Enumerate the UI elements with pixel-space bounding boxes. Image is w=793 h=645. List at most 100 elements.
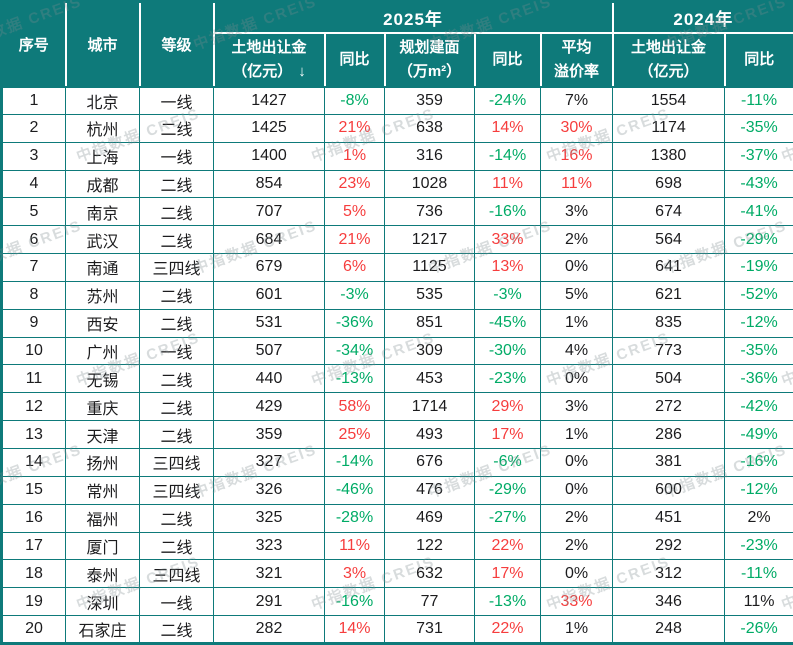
cell-fee-2025-yoy: 3% bbox=[324, 559, 385, 589]
cell-fee-2025-yoy: 14% bbox=[324, 615, 385, 644]
table-row: 13 天津 二线 359 25% 493 17% 1% 286 -49% bbox=[1, 420, 793, 449]
cell-area-2025-yoy: 11% bbox=[474, 169, 541, 199]
cell-tier: 一线 bbox=[139, 336, 214, 366]
cell-no: 1 bbox=[1, 86, 66, 115]
cell-fee-2024-yoy: -36% bbox=[724, 364, 793, 394]
header-no: 序号 bbox=[1, 1, 67, 88]
cell-tier: 二线 bbox=[139, 308, 214, 338]
cell-tier: 二线 bbox=[139, 113, 214, 143]
cell-no: 13 bbox=[1, 420, 66, 449]
cell-fee-2024-yoy: 2% bbox=[724, 503, 793, 533]
header-city: 城市 bbox=[65, 1, 141, 88]
cell-premium-rate: 3% bbox=[539, 392, 614, 422]
cell-no: 8 bbox=[1, 280, 66, 310]
cell-city: 扬州 bbox=[65, 447, 140, 477]
table-row: 2 杭州 二线 1425 21% 638 14% 30% 1174 -35% bbox=[1, 113, 793, 143]
cell-area-2025-yoy: -45% bbox=[474, 308, 541, 338]
cell-fee-2024: 621 bbox=[612, 280, 726, 310]
cell-area-2025: 359 bbox=[384, 86, 475, 115]
header-area-line2: （万m²） bbox=[397, 62, 462, 80]
header-group-2024: 2024年 bbox=[612, 1, 793, 34]
header-fee-2024-line2: （亿元） bbox=[638, 62, 699, 80]
cell-no: 11 bbox=[1, 364, 66, 394]
cell-fee-2024: 1174 bbox=[612, 113, 726, 143]
cell-fee-2025-yoy: 21% bbox=[324, 113, 385, 143]
cell-city: 广州 bbox=[65, 336, 140, 366]
header-fee-2025-line2: （亿元） bbox=[232, 62, 293, 80]
header-area-2025: 规划建面 （万m²） bbox=[384, 32, 476, 88]
cell-no: 14 bbox=[1, 447, 66, 477]
header-premium-line2: 溢价率 bbox=[554, 62, 600, 80]
cell-area-2025: 731 bbox=[384, 615, 475, 644]
cell-premium-rate: 5% bbox=[539, 280, 614, 310]
cell-fee-2024: 674 bbox=[612, 197, 726, 227]
cell-no: 18 bbox=[1, 559, 66, 589]
cell-no: 19 bbox=[1, 587, 66, 617]
cell-fee-2025: 321 bbox=[213, 559, 325, 589]
cell-fee-2024: 600 bbox=[612, 475, 726, 505]
table-row: 16 福州 二线 325 -28% 469 -27% 2% 451 2% bbox=[1, 503, 793, 533]
cell-area-2025: 1125 bbox=[384, 253, 475, 282]
cell-fee-2025: 679 bbox=[213, 253, 325, 282]
cell-no: 3 bbox=[1, 141, 66, 171]
header-fee-2025[interactable]: 土地出让金 （亿元） ↓ bbox=[213, 32, 326, 88]
table-row: 4 成都 二线 854 23% 1028 11% 11% 698 -43% bbox=[1, 169, 793, 199]
cell-fee-2024-yoy: -12% bbox=[724, 308, 793, 338]
table-row: 10 广州 一线 507 -34% 309 -30% 4% 773 -35% bbox=[1, 336, 793, 366]
cell-fee-2025: 323 bbox=[213, 531, 325, 561]
cell-area-2025-yoy: -24% bbox=[474, 86, 541, 115]
cell-area-2025-yoy: 14% bbox=[474, 113, 541, 143]
cell-city: 厦门 bbox=[65, 531, 140, 561]
header-yoy-area-2025: 同比 bbox=[474, 32, 542, 88]
cell-area-2025-yoy: 17% bbox=[474, 420, 541, 449]
cell-fee-2024: 248 bbox=[612, 615, 726, 644]
cell-fee-2025-yoy: 1% bbox=[324, 141, 385, 171]
table-row: 9 西安 二线 531 -36% 851 -45% 1% 835 -12% bbox=[1, 308, 793, 338]
cell-fee-2025: 359 bbox=[213, 420, 325, 449]
cell-area-2025: 77 bbox=[384, 587, 475, 617]
table-row: 5 南京 二线 707 5% 736 -16% 3% 674 -41% bbox=[1, 197, 793, 227]
header-yoy-fee-2024: 同比 bbox=[724, 32, 793, 88]
table-body: 1 北京 一线 1427 -8% 359 -24% 7% 1554 -11% 2 杭州 二线 1425 21… bbox=[1, 86, 793, 644]
cell-tier: 二线 bbox=[139, 615, 214, 644]
cell-city: 无锡 bbox=[65, 364, 140, 394]
cell-city: 深圳 bbox=[65, 587, 140, 617]
cell-fee-2024-yoy: -35% bbox=[724, 113, 793, 143]
cell-fee-2024: 1554 bbox=[612, 86, 726, 115]
cell-tier: 二线 bbox=[139, 503, 214, 533]
cell-fee-2024-yoy: -11% bbox=[724, 559, 793, 589]
header-premium-line1: 平均 bbox=[561, 39, 592, 57]
cell-tier: 三四线 bbox=[139, 447, 214, 477]
cell-fee-2024: 835 bbox=[612, 308, 726, 338]
cell-area-2025-yoy: 22% bbox=[474, 615, 541, 644]
cell-fee-2025-yoy: -3% bbox=[324, 280, 385, 310]
cell-tier: 二线 bbox=[139, 392, 214, 422]
cell-fee-2024-yoy: -49% bbox=[724, 420, 793, 449]
cell-fee-2025: 707 bbox=[213, 197, 325, 227]
cell-area-2025-yoy: 29% bbox=[474, 392, 541, 422]
header-sub-row: 土地出让金 （亿元） ↓ 同比 规划建面 （万m²） 同比 平均 溢价率 土地出让… bbox=[2, 32, 793, 88]
cell-tier: 二线 bbox=[139, 420, 214, 449]
cell-fee-2025-yoy: 23% bbox=[324, 169, 385, 199]
cell-fee-2024: 451 bbox=[612, 503, 726, 533]
cell-city: 杭州 bbox=[65, 113, 140, 143]
cell-fee-2025: 440 bbox=[213, 364, 325, 394]
cell-area-2025-yoy: -30% bbox=[474, 336, 541, 366]
cell-premium-rate: 0% bbox=[539, 447, 614, 477]
cell-fee-2025: 327 bbox=[213, 447, 325, 477]
table-row: 1 北京 一线 1427 -8% 359 -24% 7% 1554 -11% bbox=[1, 86, 793, 115]
cell-fee-2025-yoy: -36% bbox=[324, 308, 385, 338]
cell-fee-2024: 272 bbox=[612, 392, 726, 422]
cell-tier: 二线 bbox=[139, 225, 214, 255]
cell-fee-2025: 326 bbox=[213, 475, 325, 505]
cell-fee-2024-yoy: -37% bbox=[724, 141, 793, 171]
cell-area-2025: 1217 bbox=[384, 225, 475, 255]
cell-tier: 三四线 bbox=[139, 475, 214, 505]
cell-area-2025: 535 bbox=[384, 280, 475, 310]
cell-fee-2024-yoy: -35% bbox=[724, 336, 793, 366]
cell-premium-rate: 0% bbox=[539, 253, 614, 282]
cell-fee-2024-yoy: -11% bbox=[724, 86, 793, 115]
cell-fee-2024: 346 bbox=[612, 587, 726, 617]
sort-descending-icon[interactable]: ↓ bbox=[298, 62, 306, 80]
cell-premium-rate: 30% bbox=[539, 113, 614, 143]
